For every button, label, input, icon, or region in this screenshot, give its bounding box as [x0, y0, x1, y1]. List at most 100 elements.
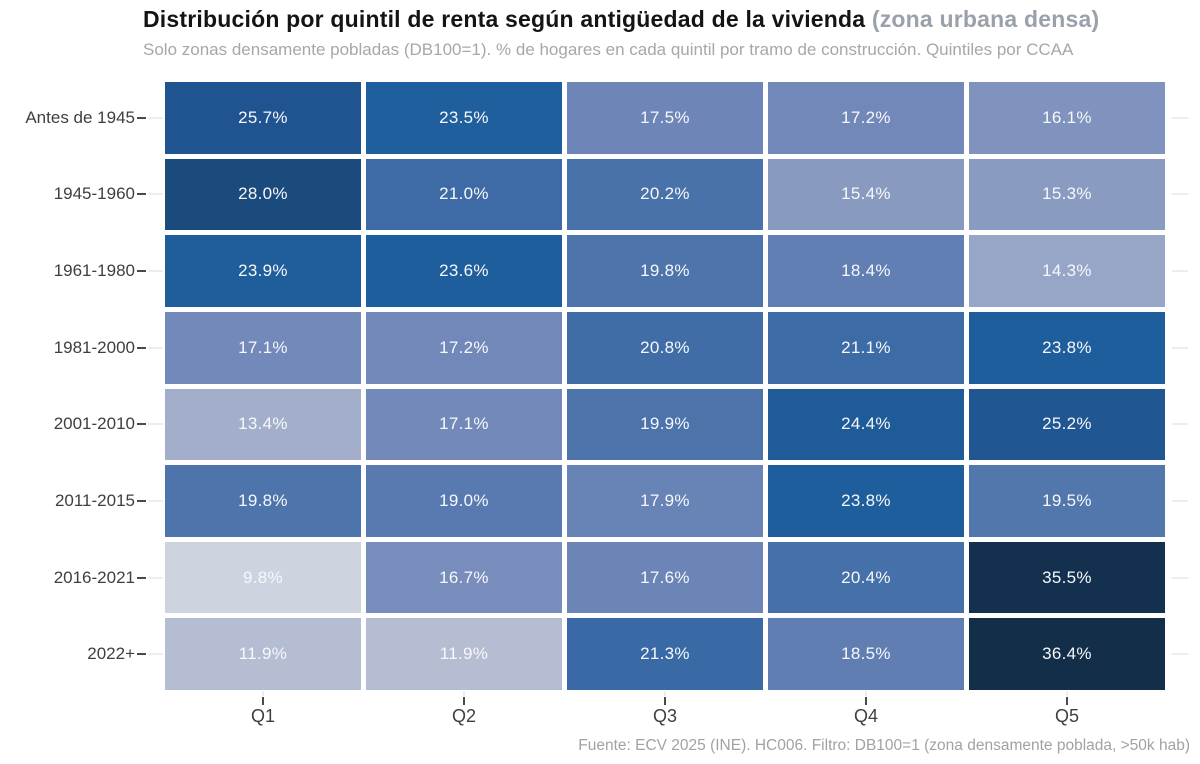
- cell-value-label: 17.9%: [640, 490, 690, 510]
- y-axis-tick: [137, 346, 146, 349]
- heatmap-cell: 20.8%: [567, 311, 763, 384]
- x-axis-label: Q3: [652, 706, 677, 726]
- heatmap-cell: 28.0%: [165, 158, 361, 231]
- x-axis-label: Q1: [250, 706, 275, 726]
- y-axis-tick: [137, 576, 146, 579]
- heatmap-cell: 11.9%: [366, 618, 562, 690]
- y-axis-tick: [137, 193, 146, 196]
- cell-value-label: 25.2%: [1042, 414, 1092, 434]
- heatmap-cell: 11.9%: [165, 618, 361, 690]
- x-axis-label: Q2: [451, 706, 476, 726]
- chart-title-suffix: (zona urbana densa): [865, 6, 1100, 32]
- y-axis-minor-tick: [148, 116, 163, 119]
- y-axis-right-tick: [1172, 270, 1188, 273]
- chart-title-main: Distribución por quintil de renta según …: [143, 6, 866, 32]
- x-axis-minor-tick: [1066, 691, 1068, 696]
- y-axis-label: 1945-1960: [53, 184, 135, 204]
- cell-value-label: 17.6%: [640, 567, 690, 587]
- y-axis-right-tick: [1172, 346, 1188, 349]
- heatmap-cell: 23.6%: [366, 235, 562, 307]
- heatmap-cell: 18.5%: [768, 618, 964, 690]
- x-axis-label: Q4: [853, 706, 878, 726]
- cell-value-label: 16.7%: [439, 567, 489, 587]
- heatmap-cell: 13.4%: [165, 388, 361, 461]
- heatmap-cell: 14.3%: [969, 235, 1165, 307]
- cell-value-label: 35.5%: [1042, 567, 1092, 587]
- cell-value-label: 21.0%: [439, 184, 489, 204]
- cell-value-label: 23.8%: [1042, 337, 1092, 357]
- heatmap-cell: 36.4%: [969, 618, 1165, 690]
- y-axis-label: 2016-2021: [53, 567, 135, 587]
- heatmap-cell: 17.9%: [567, 465, 763, 537]
- cell-value-label: 16.1%: [1042, 107, 1092, 127]
- x-axis-minor-tick: [865, 691, 867, 696]
- heatmap-cell: 20.2%: [567, 158, 763, 231]
- cell-value-label: 17.1%: [439, 414, 489, 434]
- chart-subtitle: Solo zonas densamente pobladas (DB100=1)…: [143, 40, 1074, 59]
- cell-value-label: 19.0%: [439, 490, 489, 510]
- x-axis-minor-tick: [262, 691, 264, 696]
- heatmap-cell: 23.8%: [969, 311, 1165, 384]
- cell-value-label: 20.4%: [841, 567, 891, 587]
- heatmap-cell: 17.5%: [567, 82, 763, 154]
- y-axis-minor-tick: [148, 499, 163, 502]
- x-axis-minor-tick: [463, 691, 465, 696]
- cell-value-label: 14.3%: [1042, 261, 1092, 281]
- y-axis-label: 1961-1980: [53, 261, 135, 281]
- y-axis-minor-tick: [148, 576, 163, 579]
- cell-value-label: 17.2%: [439, 337, 489, 357]
- cell-value-label: 19.8%: [238, 490, 288, 510]
- heatmap-grid: 25.7% 23.5% 17.5% 17.2% 16.1% 28.0% 21.0% 20.2%…: [165, 82, 1165, 690]
- source-note: Fuente: ECV 2025 (INE). HC006. Filtro: D…: [578, 737, 1190, 754]
- y-axis-right-tick: [1172, 116, 1188, 119]
- heatmap-cell: 25.7%: [165, 82, 361, 154]
- cell-value-label: 13.4%: [238, 414, 288, 434]
- x-axis-tick: [1066, 697, 1068, 705]
- x-axis-label: Q5: [1054, 706, 1079, 726]
- y-axis-tick: [137, 499, 146, 502]
- y-axis-right-tick: [1172, 499, 1188, 502]
- cell-value-label: 24.4%: [841, 414, 891, 434]
- heatmap-cell: 24.4%: [768, 388, 964, 461]
- heatmap-cell: 15.4%: [768, 158, 964, 231]
- y-axis-tick: [137, 270, 146, 273]
- y-axis-minor-tick: [148, 653, 163, 656]
- heatmap-cell: 21.3%: [567, 618, 763, 690]
- chart-title: Distribución por quintil de renta según …: [143, 6, 1099, 33]
- cell-value-label: 20.8%: [640, 337, 690, 357]
- cell-value-label: 23.8%: [841, 490, 891, 510]
- cell-value-label: 21.3%: [640, 644, 690, 664]
- heatmap-cell: 16.1%: [969, 82, 1165, 154]
- heatmap-cell: 21.1%: [768, 311, 964, 384]
- cell-value-label: 15.3%: [1042, 184, 1092, 204]
- heatmap-cell: 25.2%: [969, 388, 1165, 461]
- y-axis-right-tick: [1172, 423, 1188, 426]
- y-axis-label: 2001-2010: [53, 414, 135, 434]
- heatmap-cell: 35.5%: [969, 541, 1165, 614]
- y-axis-label: 2022+: [87, 644, 135, 664]
- cell-value-label: 17.2%: [841, 107, 891, 127]
- y-axis-right-tick: [1172, 576, 1188, 579]
- cell-value-label: 28.0%: [238, 184, 288, 204]
- x-axis-tick: [463, 697, 465, 705]
- heatmap-cell: 23.8%: [768, 465, 964, 537]
- cell-value-label: 19.9%: [640, 414, 690, 434]
- y-axis-tick: [137, 116, 146, 119]
- y-axis-tick: [137, 653, 146, 656]
- heatmap-cell: 16.7%: [366, 541, 562, 614]
- heatmap-cell: 17.1%: [366, 388, 562, 461]
- cell-value-label: 25.7%: [238, 107, 288, 127]
- cell-value-label: 19.8%: [640, 261, 690, 281]
- heatmap-cell: 19.5%: [969, 465, 1165, 537]
- y-axis-minor-tick: [148, 423, 163, 426]
- heatmap-cell: 9.8%: [165, 541, 361, 614]
- cell-value-label: 11.9%: [439, 644, 489, 664]
- cell-value-label: 23.5%: [439, 107, 489, 127]
- cell-value-label: 17.1%: [238, 337, 288, 357]
- y-axis-minor-tick: [148, 193, 163, 196]
- y-axis-label: 2011-2015: [54, 490, 135, 510]
- heatmap-cell: 21.0%: [366, 158, 562, 231]
- x-axis-tick: [664, 697, 666, 705]
- y-axis-label: Antes de 1945: [25, 107, 135, 127]
- cell-value-label: 15.4%: [841, 184, 891, 204]
